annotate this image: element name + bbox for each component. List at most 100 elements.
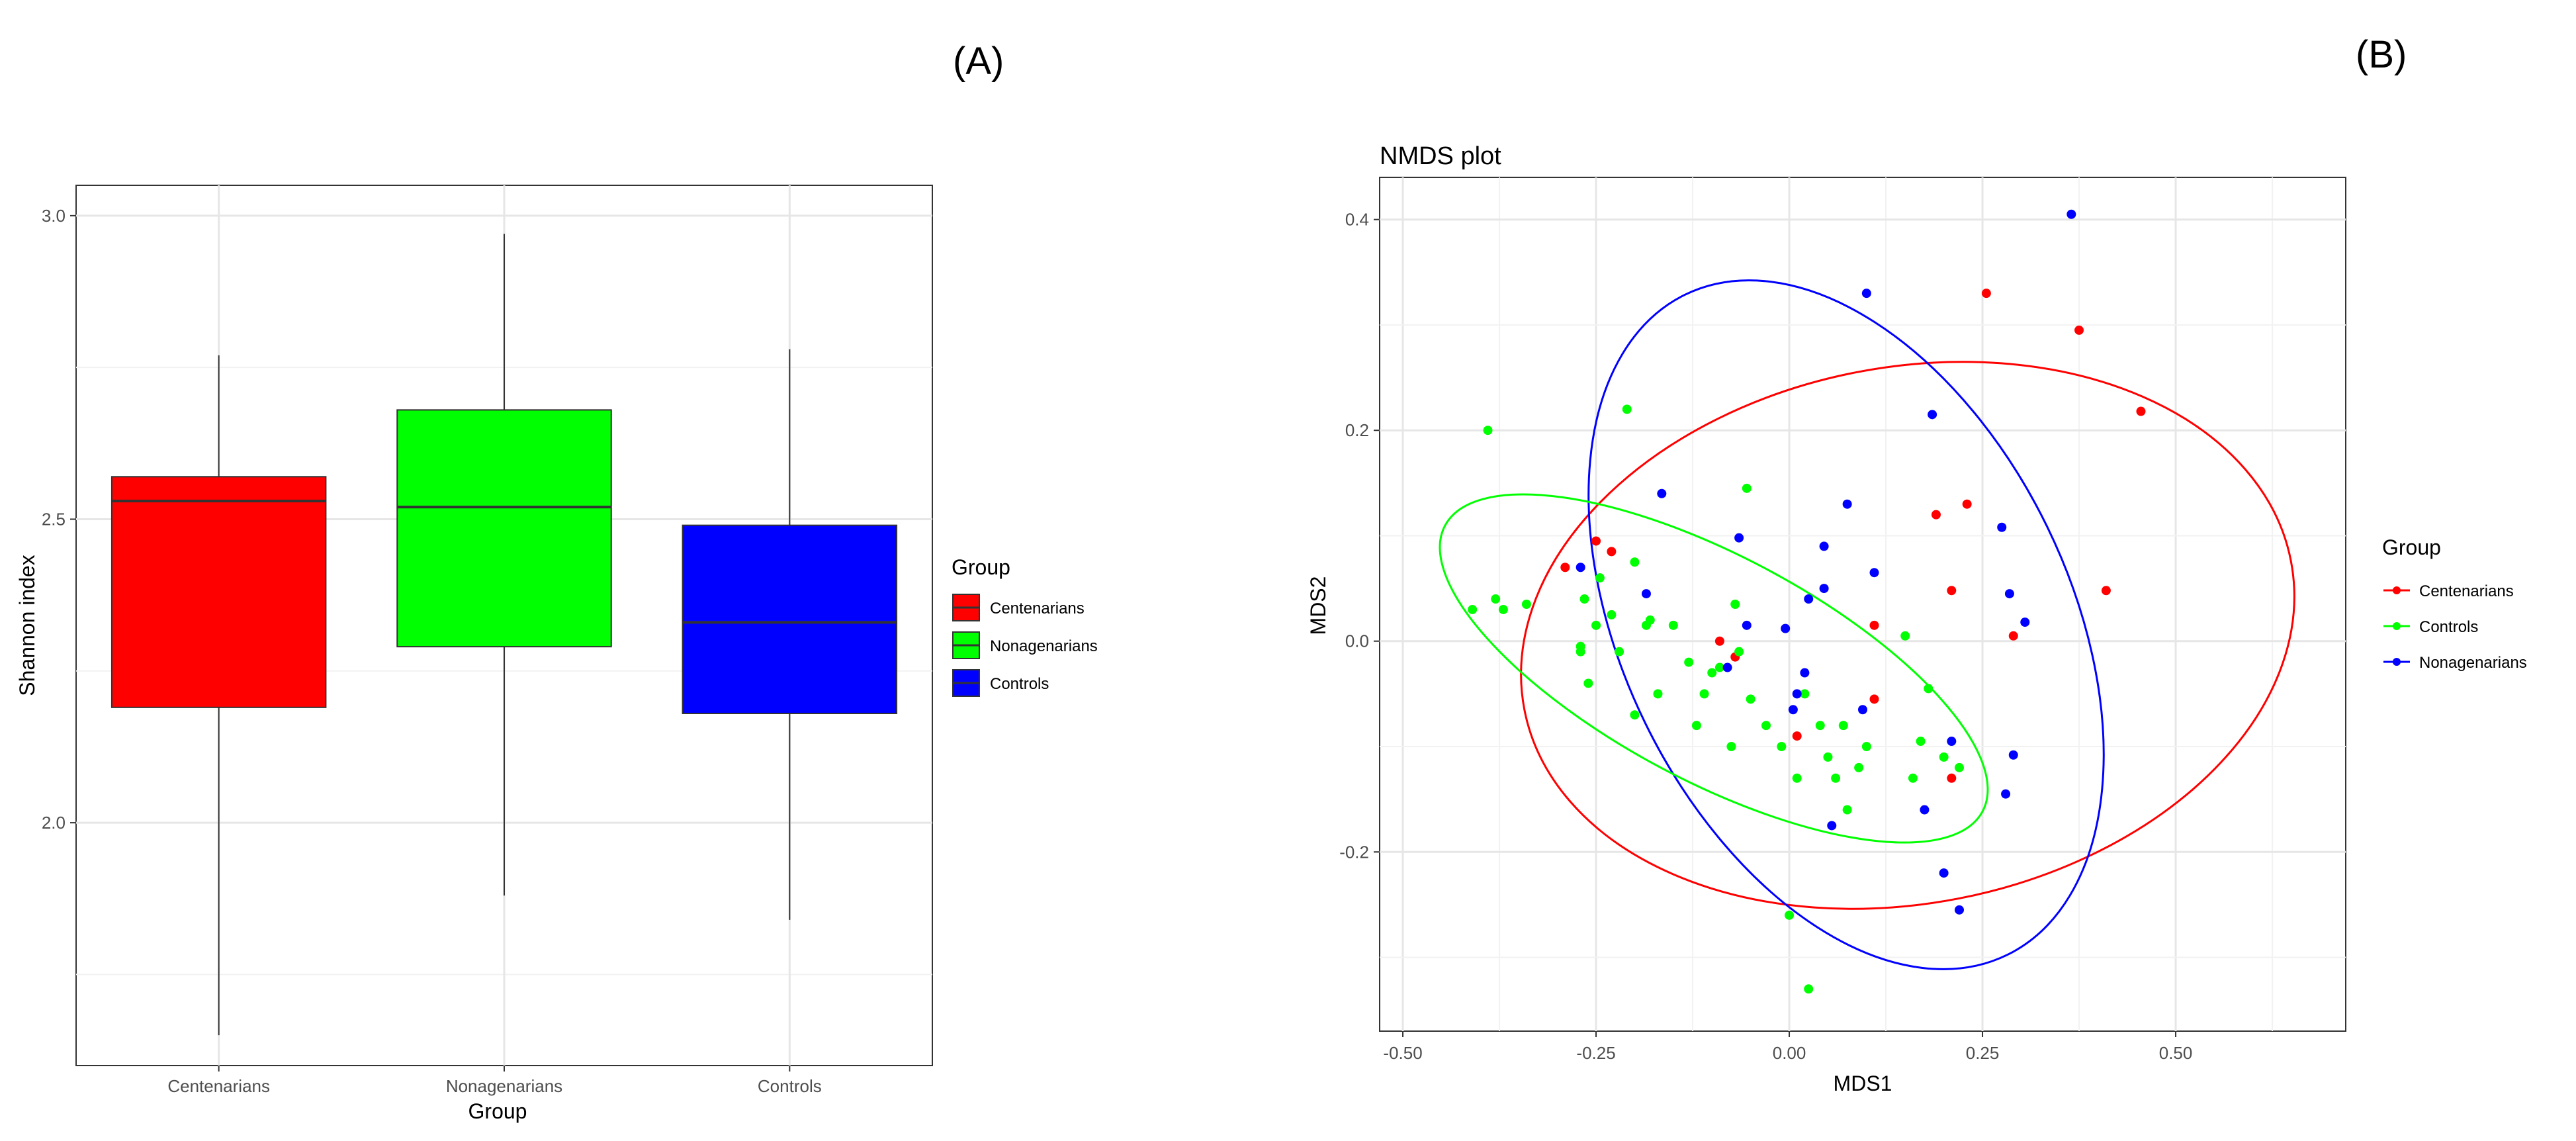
series-controls (1468, 404, 1964, 994)
box-body (111, 476, 327, 708)
boxplot-x-ticks: Centenarians Nonagenarians Controls (167, 1066, 822, 1096)
nmds-x-ticks: -0.50 -0.25 0.00 0.25 0.50 (1383, 1031, 2192, 1063)
legend-item-controls: Controls (2383, 618, 2478, 636)
x-tick-label: -0.25 (1576, 1043, 1615, 1063)
box-controls (682, 349, 898, 920)
point-controls (1761, 721, 1771, 731)
x-tick-label: 0.00 (1773, 1043, 1806, 1063)
point-nonagenarians (1722, 662, 1732, 672)
point-nonagenarians (1819, 541, 1829, 551)
point-controls (1924, 684, 1933, 694)
ellipse-centenarians (1520, 361, 2295, 910)
legend-label: Controls (990, 675, 1049, 693)
point-controls (1707, 668, 1717, 678)
series-nonagenarians (1576, 209, 2076, 915)
point-controls (1785, 910, 1795, 920)
point-centenarians (2101, 586, 2111, 596)
point-nonagenarians (1997, 522, 2007, 532)
point-nonagenarians (2008, 750, 2018, 760)
point-controls (1815, 721, 1825, 731)
point-controls (1615, 647, 1624, 657)
nmds-plot-title: NMDS plot (1380, 142, 1501, 170)
point-controls (1607, 610, 1617, 619)
point-nonagenarians (1858, 705, 1867, 715)
point-centenarians (2136, 406, 2146, 416)
nmds-gridlines (1380, 177, 2346, 1031)
point-controls (1734, 647, 1744, 657)
point-controls (1630, 557, 1640, 567)
legend-item-nonagenarians: Nonagenarians (952, 631, 1098, 659)
point-centenarians (2008, 631, 2018, 641)
point-controls (1800, 689, 1810, 699)
legend-label: Centenarians (2419, 582, 2514, 600)
y-tick-label: 2.5 (42, 509, 66, 529)
panel-label-b: (B) (2356, 33, 2407, 76)
point-nonagenarians (1576, 563, 1585, 572)
point-controls (1831, 773, 1841, 783)
point-nonagenarians (2020, 617, 2030, 627)
point-controls (1854, 762, 1864, 772)
boxplot-legend: Group Centenarians Nonagenarians Controls (952, 555, 1098, 697)
point-nonagenarians (1947, 737, 1957, 747)
nmds-legend: Group Centenarians Controls Nonagenarians (2382, 535, 2527, 672)
legend-label: Nonagenarians (990, 637, 1098, 655)
point-controls (1900, 631, 1910, 641)
point-nonagenarians (1939, 868, 1949, 878)
point-controls (1498, 604, 1508, 614)
boxplot-y-ticks: 2.0 2.5 3.0 (42, 206, 76, 833)
legend-key-point (2393, 586, 2401, 594)
box-body (396, 409, 612, 648)
point-controls (1653, 689, 1663, 699)
boxplot-legend-title: Group (952, 555, 1010, 579)
nmds-ellipses (1439, 279, 2295, 970)
nmds-chart: NMDS plot -0.2 0.0 0.2 0.4 -0.50 -0.25 0.00 0.… (1306, 142, 2527, 1095)
x-tick-label: -0.50 (1383, 1043, 1422, 1063)
point-nonagenarians (2004, 589, 2014, 599)
x-tick-label: 0.50 (2159, 1043, 2193, 1063)
y-tick-label: -0.2 (1339, 842, 1369, 862)
legend-item-centenarians: Centenarians (952, 594, 1085, 621)
point-nonagenarians (1928, 410, 1937, 420)
nmds-y-axis-title: MDS2 (1306, 576, 1330, 635)
y-tick-label: 0.0 (1345, 631, 1369, 651)
point-nonagenarians (1792, 689, 1802, 699)
boxplot-chart: 2.0 2.5 3.0 Centenarians Nonagenarians Contr… (15, 185, 1098, 1123)
point-nonagenarians (1804, 594, 1814, 604)
point-nonagenarians (1641, 589, 1651, 599)
point-controls (1645, 615, 1655, 625)
x-tick-label: Centenarians (167, 1076, 270, 1096)
x-tick-label: Controls (758, 1076, 822, 1096)
point-controls (1579, 594, 1589, 604)
point-centenarians (1792, 731, 1802, 741)
point-controls (1576, 647, 1585, 657)
point-nonagenarians (1861, 289, 1871, 298)
point-centenarians (1981, 289, 1991, 298)
point-nonagenarians (1800, 668, 1810, 678)
point-centenarians (2074, 325, 2084, 335)
legend-item-controls: Controls (952, 669, 1049, 697)
series-centenarians (1560, 289, 2146, 783)
point-controls (1955, 762, 1964, 772)
panel-label-a: (A) (953, 40, 1004, 83)
point-nonagenarians (1920, 805, 1930, 815)
y-tick-label: 0.4 (1345, 210, 1369, 230)
ellipse-controls (1439, 493, 1989, 844)
point-controls (1726, 742, 1736, 751)
point-nonagenarians (1742, 620, 1752, 630)
nmds-legend-title: Group (2382, 535, 2441, 559)
point-controls (1746, 694, 1755, 704)
point-centenarians (1947, 586, 1957, 596)
point-centenarians (1962, 499, 1972, 509)
point-controls (1691, 721, 1701, 731)
point-controls (1591, 620, 1601, 630)
point-nonagenarians (1842, 499, 1852, 509)
point-controls (1742, 483, 1752, 493)
boxplot-x-axis-title: Group (468, 1099, 527, 1123)
y-tick-label: 3.0 (42, 206, 66, 226)
point-centenarians (1560, 563, 1570, 572)
point-nonagenarians (1827, 821, 1837, 831)
point-nonagenarians (2001, 789, 2011, 799)
point-centenarians (1607, 547, 1617, 557)
point-controls (1804, 984, 1814, 994)
